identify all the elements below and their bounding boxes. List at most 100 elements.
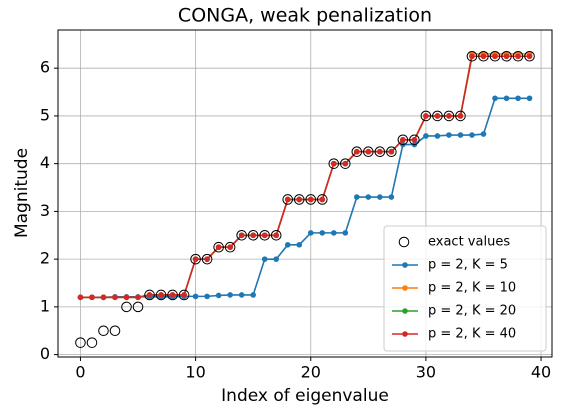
exact-marker — [259, 229, 270, 241]
exact-marker — [409, 134, 420, 146]
series-marker — [365, 148, 372, 155]
series-marker — [273, 256, 280, 262]
exact-marker — [178, 289, 190, 301]
series-marker — [411, 136, 418, 143]
y-tick-label: 0 — [40, 344, 50, 363]
exact-marker — [397, 134, 409, 146]
series-marker — [446, 132, 452, 138]
legend-marker — [402, 285, 408, 291]
y-axis-label: Magnitude — [12, 148, 32, 238]
series-marker — [284, 196, 291, 203]
exact-marker — [155, 289, 167, 301]
exact-marker — [455, 110, 466, 122]
series-marker — [227, 292, 233, 298]
series-marker — [515, 95, 521, 102]
series-marker — [526, 95, 533, 102]
chart-title: CONGA, weak penalization — [178, 5, 432, 27]
series-marker — [342, 160, 349, 167]
series-marker — [250, 232, 256, 239]
exact-marker — [351, 146, 363, 158]
series-marker — [89, 294, 95, 301]
x-tick-label: 10 — [185, 363, 205, 382]
series-marker — [330, 230, 337, 236]
y-tick-label: 6 — [40, 58, 50, 77]
legend-label: p = 2, K = 5 — [428, 258, 508, 273]
x-tick-label: 20 — [301, 363, 321, 382]
series-marker — [526, 53, 533, 60]
series-marker — [296, 196, 303, 203]
x-tick-label: 40 — [531, 363, 551, 382]
series-marker — [434, 133, 441, 139]
series-marker — [503, 95, 510, 102]
y-tick-label: 4 — [40, 153, 50, 172]
exact-marker — [466, 50, 478, 62]
series-marker — [192, 256, 199, 262]
legend-marker — [402, 308, 408, 314]
y-tick-label: 1 — [40, 296, 50, 315]
series-marker — [365, 194, 372, 200]
exact-marker — [328, 158, 340, 169]
exact-marker — [363, 146, 374, 158]
exact-marker — [374, 146, 386, 158]
series-marker — [492, 53, 498, 60]
exact-marker — [236, 229, 247, 241]
series-marker — [261, 232, 268, 239]
plot-frame — [57, 29, 553, 358]
series-marker — [135, 294, 141, 301]
series-marker — [100, 294, 107, 301]
series-marker — [250, 292, 256, 298]
exact-marker — [132, 301, 144, 313]
exact-marker — [121, 301, 132, 313]
exact-marker — [524, 50, 535, 62]
series-marker — [423, 133, 429, 139]
series-marker — [204, 293, 210, 300]
exact-marker — [98, 325, 109, 337]
series-marker — [204, 256, 210, 262]
exact-marker — [167, 289, 178, 301]
series-marker — [181, 292, 187, 298]
exact-marker — [420, 110, 432, 122]
exact-marker — [386, 146, 397, 158]
series-marker — [515, 53, 521, 60]
series-marker — [457, 132, 464, 138]
legend-label: p = 2, K = 20 — [428, 304, 516, 319]
series-marker — [492, 95, 498, 102]
exact-marker — [282, 194, 294, 205]
series-marker — [354, 148, 360, 155]
series-marker — [480, 131, 487, 137]
exact-marker — [432, 110, 443, 122]
series-marker — [215, 244, 222, 251]
series-line — [80, 55, 530, 299]
legend-marker — [398, 236, 410, 248]
series-marker — [77, 294, 84, 301]
series-marker — [457, 113, 464, 119]
series-marker — [480, 53, 487, 60]
series-marker — [342, 230, 349, 236]
series-marker — [158, 292, 164, 298]
exact-marker — [224, 241, 236, 253]
series-marker — [123, 294, 130, 301]
exact-marker — [109, 325, 121, 337]
series-marker — [388, 194, 395, 200]
exact-marker — [340, 158, 351, 169]
series-marker — [227, 244, 233, 251]
series-marker — [446, 113, 452, 119]
series-marker — [238, 232, 245, 239]
series-line — [80, 97, 530, 299]
exact-marker — [478, 50, 489, 62]
legend: exact values p = 2, K = 5 p = 2, K = 10 p =… — [383, 225, 547, 352]
legend-label: p = 2, K = 40 — [428, 327, 516, 342]
exact-marker — [270, 229, 282, 241]
x-tick-label: 30 — [416, 363, 436, 382]
exact-marker — [293, 194, 305, 205]
series-marker — [307, 230, 314, 236]
series-marker — [319, 230, 326, 236]
exact-marker — [489, 50, 501, 62]
series-marker — [296, 242, 303, 248]
legend-marker — [402, 262, 408, 268]
series-marker — [192, 293, 199, 300]
exact-marker — [247, 229, 259, 241]
series-marker — [423, 113, 429, 119]
series-marker — [261, 256, 268, 262]
